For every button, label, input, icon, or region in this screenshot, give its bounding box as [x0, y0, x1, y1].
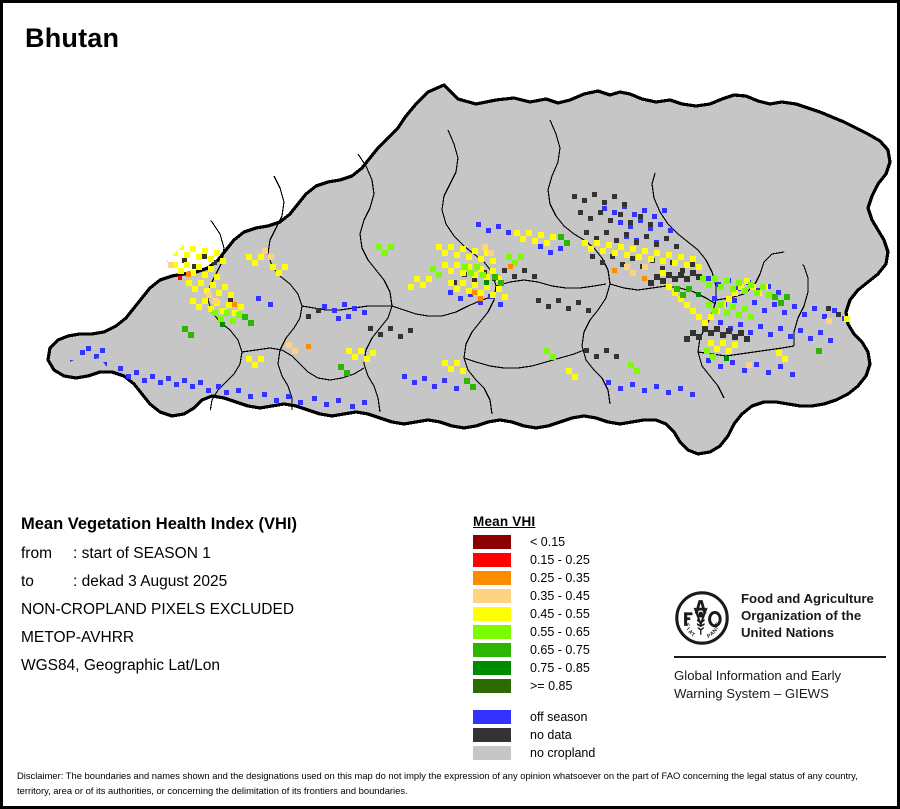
legend-row-no-cropland: no cropland — [473, 745, 595, 761]
svg-text:S: S — [715, 621, 722, 627]
legend-row-class-4: 0.45 - 0.55 — [473, 606, 595, 622]
description-line-projection: WGS84, Geographic Lat/Lon — [21, 657, 221, 674]
pixels-vhi-075-085 — [220, 280, 729, 361]
giews-system-name: Global Information and Early Warning Sys… — [674, 667, 889, 703]
legend-row-class-6: 0.65 - 0.75 — [473, 642, 595, 658]
legend-swatch-off-season — [473, 710, 511, 724]
giews-line-1: Global Information and Early — [674, 668, 842, 683]
vhi-pixel-layer — [54, 192, 850, 409]
legend-label-off-season: off season — [530, 710, 588, 724]
svg-text:F: F — [684, 623, 691, 630]
svg-text:A: A — [687, 629, 694, 636]
legend-row-class-8: >= 0.85 — [473, 678, 595, 694]
legend-swatch-class-3 — [473, 589, 511, 603]
legend-row-off-season: off season — [473, 709, 595, 725]
giews-line-2: Warning System – GIEWS — [674, 685, 829, 701]
legend-swatch-class-5 — [473, 625, 511, 639]
legend-swatch-no-data — [473, 728, 511, 742]
description-to-key: to — [21, 573, 34, 590]
legend-label-no-data: no data — [530, 728, 572, 742]
legend-swatch-no-cropland — [473, 746, 511, 760]
pixels-vhi-065-075 — [182, 234, 822, 390]
legend-label-class-1: 0.15 - 0.25 — [530, 553, 590, 567]
legend-swatch-class-1 — [473, 553, 511, 567]
description-line-cropland: NON-CROPLAND PIXELS EXCLUDED — [21, 601, 295, 618]
page-title: Bhutan — [25, 23, 120, 53]
legend-label-class-3: 0.35 - 0.45 — [530, 589, 590, 603]
disclaimer-text: Disclaimer: The boundaries and names sho… — [17, 770, 858, 796]
legend-label-class-2: 0.25 - 0.35 — [530, 571, 590, 585]
fao-organization-name: Food and Agriculture Organization of the… — [741, 590, 874, 641]
map-canvas[interactable] — [6, 58, 897, 498]
svg-text:P: P — [706, 633, 712, 640]
description-from-value: : start of SEASON 1 — [73, 545, 211, 562]
legend-row-class-2: 0.25 - 0.35 — [473, 570, 595, 586]
legend-spacer — [473, 696, 595, 709]
legend-row-no-data: no data — [473, 727, 595, 743]
description-from-key: from — [21, 545, 52, 562]
legend-row-class-5: 0.55 - 0.65 — [473, 624, 595, 640]
legend-swatch-class-2 — [473, 571, 511, 585]
pixels-vhi-025-035 — [186, 264, 647, 349]
legend-label-class-6: 0.65 - 0.75 — [530, 643, 590, 657]
pixels-vhi-035-045 — [162, 244, 832, 368]
map-legend: Mean VHI < 0.15 0.15 - 0.25 0.25 - 0.35 … — [473, 514, 595, 763]
legend-row-class-1: 0.15 - 0.25 — [473, 552, 595, 568]
pixels-vhi-055-065 — [212, 244, 772, 374]
legend-row-class-3: 0.35 - 0.45 — [473, 588, 595, 604]
legend-row-class-7: 0.75 - 0.85 — [473, 660, 595, 676]
svg-text:T: T — [690, 632, 696, 639]
legend-label-class-8: >= 0.85 — [530, 679, 573, 693]
svg-text:A: A — [709, 630, 716, 637]
legend-swatch-class-0 — [473, 535, 511, 549]
description-line-sensor: METOP-AVHRR — [21, 629, 135, 646]
fao-branding-block: F I A T P A N I S Food and Agriculture O… — [674, 590, 889, 703]
legend-label-class-5: 0.55 - 0.65 — [530, 625, 590, 639]
fao-divider — [674, 656, 886, 658]
legend-swatch-class-7 — [473, 661, 511, 675]
fao-logo-and-name: F I A T P A N I S Food and Agriculture O… — [674, 590, 889, 646]
description-title: Mean Vegetation Health Index (VHI) — [21, 515, 297, 533]
legend-title: Mean VHI — [473, 514, 536, 529]
legend-swatch-class-4 — [473, 607, 511, 621]
legend-swatch-class-8 — [473, 679, 511, 693]
legend-label-class-4: 0.45 - 0.55 — [530, 607, 590, 621]
legend-label-class-0: < 0.15 — [530, 535, 566, 549]
pixels-vhi-045-055 — [166, 230, 850, 380]
fao-org-line-2: Organization of the — [741, 608, 862, 624]
legend-label-no-cropland: no cropland — [530, 746, 596, 760]
legend-swatch-class-6 — [473, 643, 511, 657]
fao-logo-icon: F I A T P A N I S — [674, 590, 730, 646]
svg-text:I: I — [685, 627, 691, 633]
description-row-to: to : dekad 3 August 2025 — [21, 573, 451, 591]
map-description-block: Mean Vegetation Health Index (VHI) from … — [21, 515, 451, 685]
svg-text:N: N — [712, 627, 719, 634]
legend-label-class-7: 0.75 - 0.85 — [530, 661, 590, 675]
description-row-from: from : start of SEASON 1 — [21, 545, 451, 563]
fao-org-line-3: United Nations — [741, 625, 835, 641]
fao-org-line-1: Food and Agriculture — [741, 591, 874, 606]
legend-row-class-0: < 0.15 — [473, 534, 595, 550]
svg-text:I: I — [714, 625, 720, 630]
description-to-value: : dekad 3 August 2025 — [73, 573, 228, 590]
pixels-vhi-015-025 — [178, 276, 182, 280]
